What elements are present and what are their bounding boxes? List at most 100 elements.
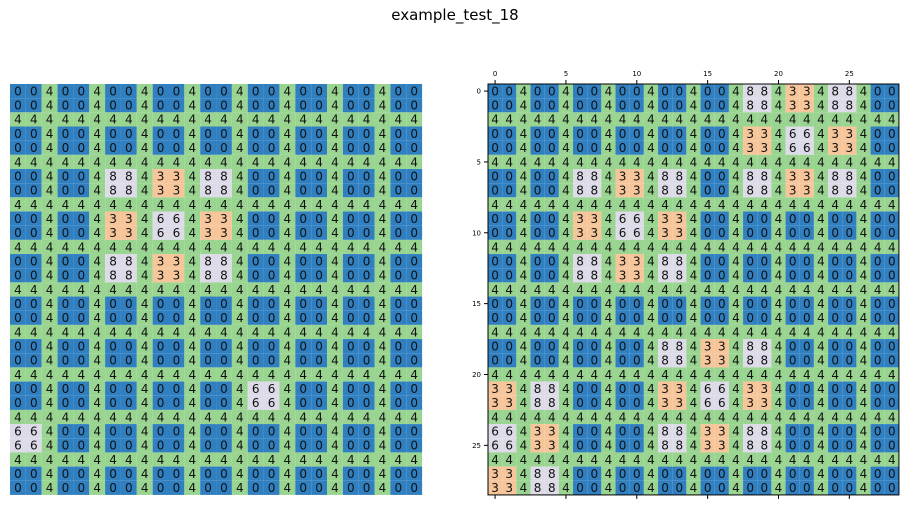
right-cell-value: 3 <box>718 339 726 353</box>
left-cell-value: 0 <box>62 169 70 183</box>
left-cell <box>390 154 407 170</box>
right-cell-value: 0 <box>534 354 542 368</box>
right-cell-value: 0 <box>619 354 627 368</box>
right-cell-value: 4 <box>775 99 783 113</box>
right-cell-value: 0 <box>831 354 839 368</box>
left-cell <box>41 154 58 170</box>
right-cell-value: 4 <box>690 84 698 98</box>
right-cell-value: 4 <box>775 240 783 254</box>
right-cell-value: 0 <box>718 212 726 226</box>
right-cell-value: 0 <box>675 311 683 325</box>
right-cell-value: 4 <box>831 240 839 254</box>
right-cell-value: 3 <box>831 127 839 141</box>
left-cell-value: 0 <box>220 99 228 113</box>
right-cell-value: 4 <box>605 212 613 226</box>
left-cell <box>295 169 312 184</box>
right-cell-value: 3 <box>803 99 811 113</box>
left-cell <box>295 197 312 212</box>
right-cell-value: 0 <box>548 141 556 155</box>
right-cell-value: 4 <box>520 481 528 495</box>
left-cell-value: 0 <box>78 99 86 113</box>
y-tick-label: 5 <box>477 158 481 166</box>
right-cell-value: 0 <box>888 141 896 155</box>
right-cell-value: 0 <box>803 354 811 368</box>
left-cell-value: 0 <box>268 169 276 183</box>
right-cell-value: 4 <box>775 297 783 311</box>
right-cell-value: 4 <box>817 283 825 297</box>
right-cell-value: 0 <box>760 311 768 325</box>
right-cell-value: 4 <box>675 453 683 467</box>
right-cell-value: 0 <box>888 184 896 198</box>
right-cell-value: 0 <box>846 481 854 495</box>
left-cell <box>358 183 375 198</box>
right-cell-value: 0 <box>704 169 712 183</box>
right-cell-value: 4 <box>590 155 598 169</box>
right-cell-value: 0 <box>746 254 754 268</box>
right-cell-value: 8 <box>576 169 584 183</box>
left-cell <box>216 169 232 184</box>
right-cell-value: 0 <box>888 99 896 113</box>
right-cell-value: 0 <box>505 212 513 226</box>
left-cell-value: 0 <box>204 127 212 141</box>
right-cell-value: 0 <box>888 254 896 268</box>
left-cell-value: 0 <box>62 184 70 198</box>
right-cell-value: 0 <box>704 297 712 311</box>
right-cell-value: 4 <box>548 283 556 297</box>
right-cell-value: 0 <box>675 84 683 98</box>
right-cell-value: 4 <box>548 198 556 212</box>
left-cell <box>358 169 375 184</box>
right-cell-value: 8 <box>846 99 854 113</box>
right-cell-value: 4 <box>633 113 641 127</box>
right-cell-value: 0 <box>661 297 669 311</box>
left-cell <box>247 98 264 113</box>
left-cell-value: 4 <box>188 127 196 141</box>
left-cell-value: 0 <box>220 141 228 155</box>
left-cell-value: 0 <box>109 84 117 98</box>
left-cell-value: 0 <box>14 99 22 113</box>
right-cell-value: 4 <box>803 283 811 297</box>
right-cell-value: 3 <box>505 396 513 410</box>
right-cell-value: 0 <box>718 184 726 198</box>
right-cell-value: 0 <box>590 141 598 155</box>
right-cell-value: 4 <box>675 113 683 127</box>
left-cell <box>279 140 296 155</box>
right-cell-value: 4 <box>520 113 528 127</box>
right-cell-value: 8 <box>675 339 683 353</box>
left-cell <box>247 126 264 141</box>
left-cell <box>57 169 74 184</box>
right-cell-value: 4 <box>831 453 839 467</box>
right-cell-value: 4 <box>831 198 839 212</box>
left-cell <box>406 98 423 113</box>
right-cell-value: 0 <box>704 84 712 98</box>
right-cell-value: 4 <box>860 410 868 424</box>
right-cell-value: 4 <box>718 113 726 127</box>
right-cell-value: 8 <box>746 339 754 353</box>
right-cell-value: 4 <box>505 368 513 382</box>
right-cell-value: 4 <box>520 297 528 311</box>
left-cell <box>57 183 74 198</box>
left-cell-value: 4 <box>14 198 22 212</box>
right-cell-value: 0 <box>491 169 499 183</box>
right-cell-value: 0 <box>803 382 811 396</box>
left-cell-value: 0 <box>395 141 403 155</box>
left-cell <box>152 140 169 155</box>
right-cell-value: 4 <box>831 368 839 382</box>
right-cell-value: 0 <box>675 481 683 495</box>
y-tick-label: 25 <box>472 442 481 450</box>
right-cell-value: 4 <box>732 297 740 311</box>
right-cell-value: 4 <box>888 240 896 254</box>
right-cell-value: 0 <box>534 339 542 353</box>
right-cell-value: 0 <box>576 297 584 311</box>
right-cell-value: 8 <box>548 396 556 410</box>
left-cell-value: 4 <box>109 198 117 212</box>
right-cell-value: 0 <box>619 467 627 481</box>
left-cell <box>184 183 201 198</box>
right-cell-value: 4 <box>590 368 598 382</box>
right-cell-value: 4 <box>817 354 825 368</box>
right-cell-value: 0 <box>548 297 556 311</box>
right-cell-value: 4 <box>605 269 613 283</box>
left-cell-value: 4 <box>331 127 339 141</box>
right-cell-value: 4 <box>661 283 669 297</box>
right-cell-value: 0 <box>633 141 641 155</box>
right-cell-value: 0 <box>661 99 669 113</box>
